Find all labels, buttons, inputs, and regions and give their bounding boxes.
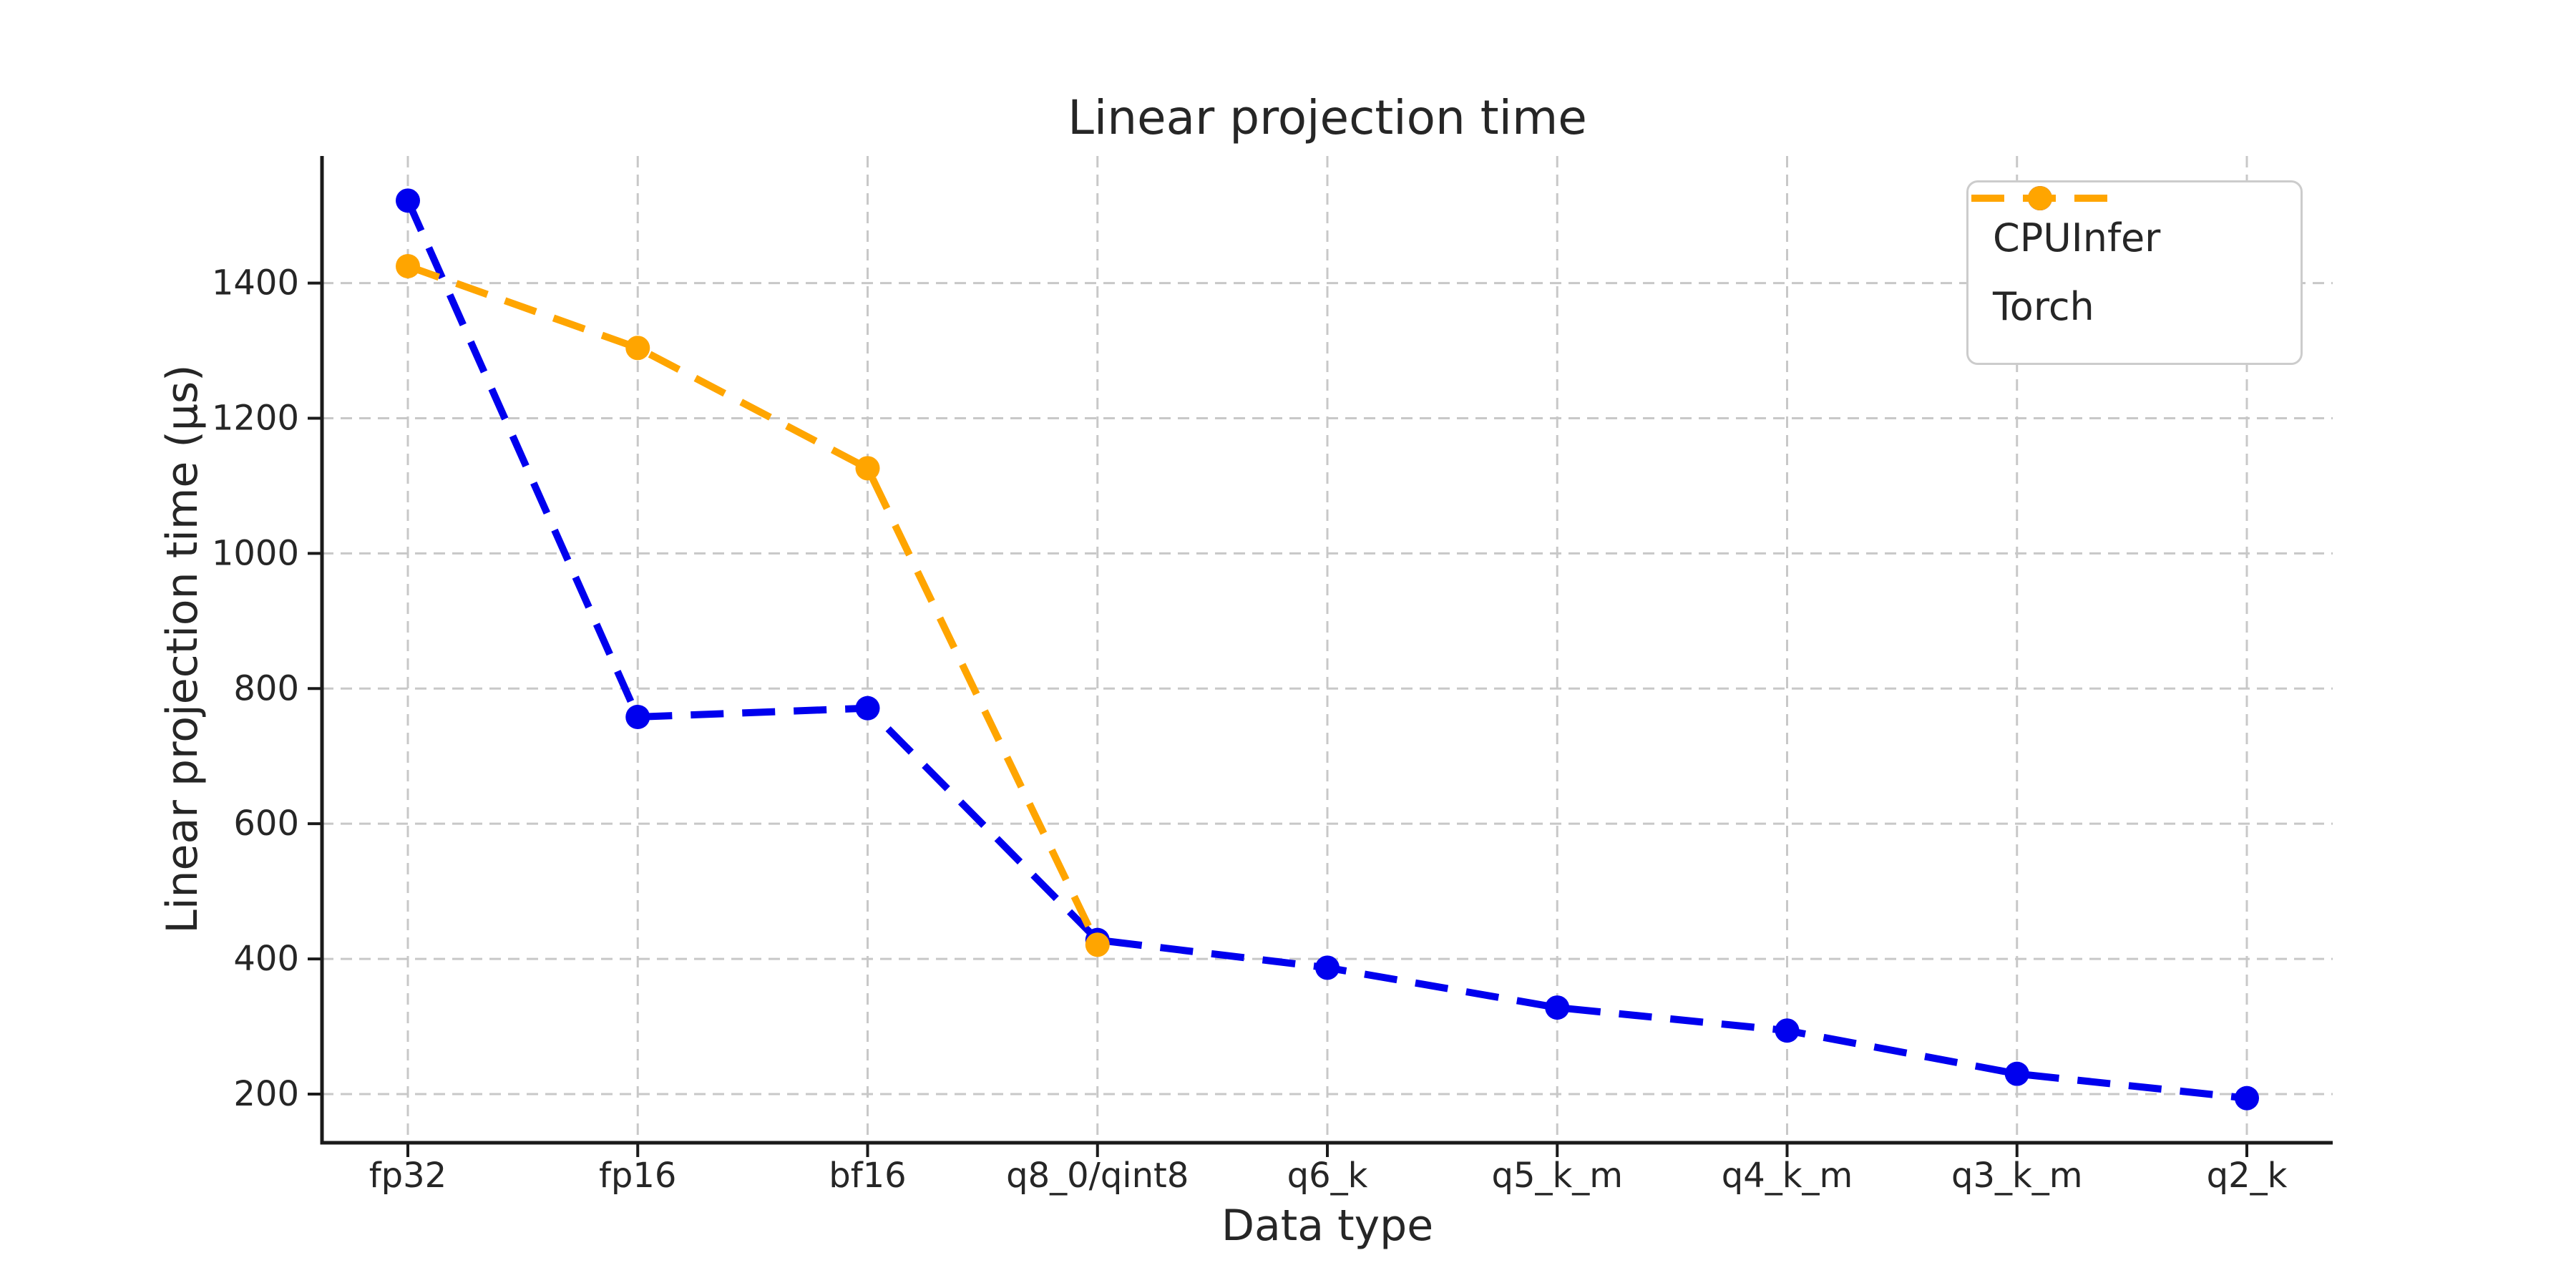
data-point-torch	[396, 253, 420, 278]
data-point-cpuinfer	[396, 188, 420, 213]
x-axis-label: Data type	[1221, 1201, 1434, 1251]
y-tick-label: 200	[233, 1074, 299, 1114]
x-tick-label: q8_0/qint8	[1006, 1156, 1189, 1196]
x-tick-label: q3_k_m	[1951, 1156, 2083, 1196]
data-point-torch	[1085, 932, 1110, 957]
y-tick-label: 400	[233, 939, 299, 979]
legend-item: Torch	[1968, 186, 2301, 330]
x-tick-label: q5_k_m	[1491, 1156, 1623, 1196]
data-point-cpuinfer	[625, 704, 650, 729]
y-tick-label: 1000	[212, 533, 299, 573]
data-point-cpuinfer	[1775, 1018, 1800, 1043]
data-point-cpuinfer	[2004, 1061, 2029, 1086]
data-point-cpuinfer	[2235, 1085, 2259, 1111]
x-tick-label: fp16	[599, 1156, 676, 1196]
x-tick-label: q4_k_m	[1722, 1156, 1853, 1196]
series-line-torch	[406, 263, 1101, 947]
x-tick-label: bf16	[829, 1156, 906, 1196]
y-axis-label: Linear projection time (µs)	[157, 364, 208, 934]
legend-item: CPUInfer	[1968, 186, 2301, 260]
legend-label: CPUInfer	[1993, 215, 2161, 260]
legend: CPUInfer Torch	[1966, 180, 2303, 365]
data-point-cpuinfer	[1545, 995, 1570, 1020]
y-tick-label: 1400	[212, 263, 299, 303]
x-tick-label: q6_k	[1287, 1156, 1368, 1196]
x-tick-label: q2_k	[2207, 1156, 2288, 1196]
data-point-torch	[625, 336, 650, 361]
data-point-cpuinfer	[855, 696, 880, 721]
chart-title: Linear projection time	[1068, 90, 1587, 145]
y-tick-label: 1200	[212, 398, 299, 438]
y-tick-label: 600	[233, 804, 299, 844]
legend-label: Torch	[1993, 284, 2094, 330]
legend-line-sample	[1971, 186, 2123, 210]
data-point-torch	[855, 456, 880, 481]
x-tick-label: fp32	[369, 1156, 447, 1196]
data-point-cpuinfer	[1315, 955, 1340, 980]
y-tick-label: 800	[233, 668, 299, 708]
